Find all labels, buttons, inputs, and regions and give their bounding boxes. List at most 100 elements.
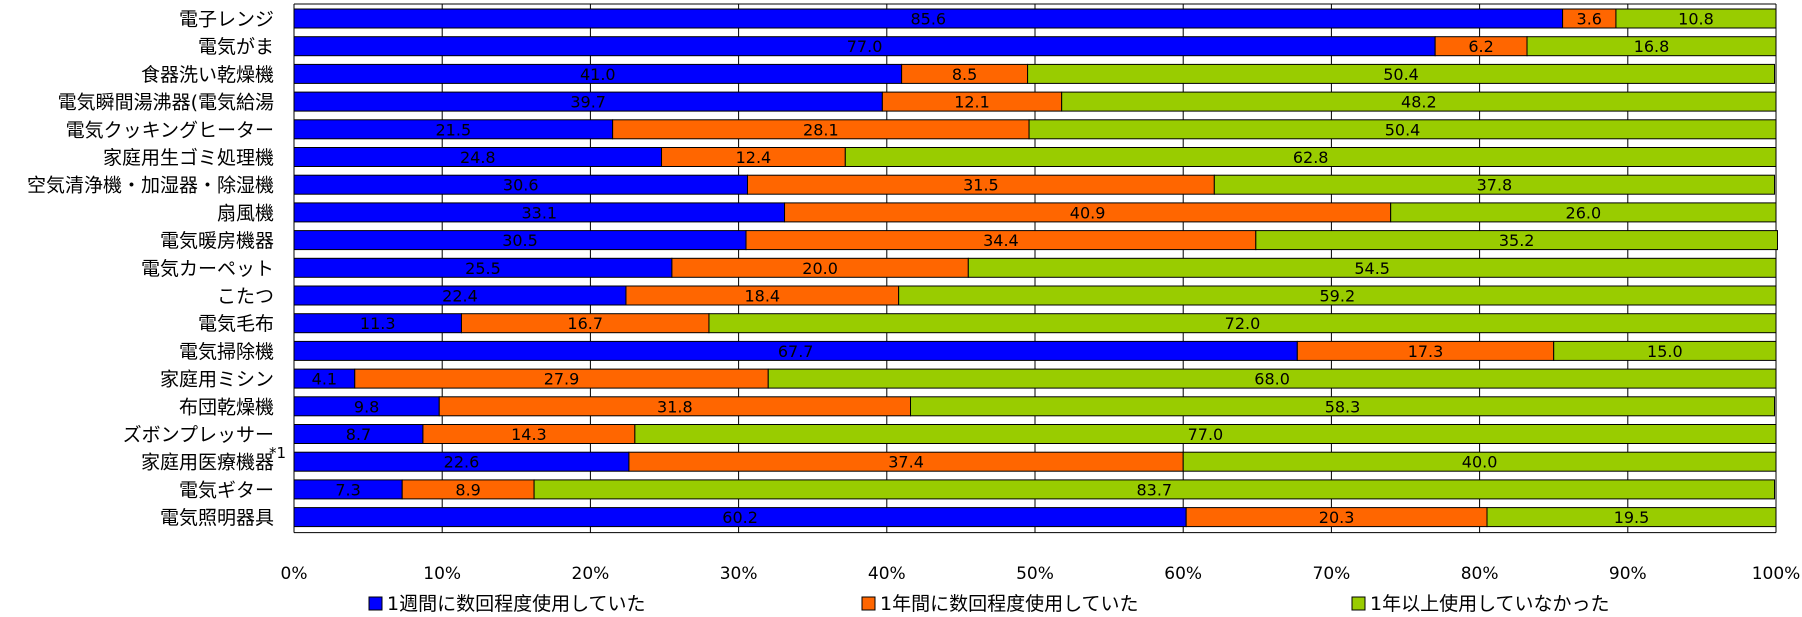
- category-label: 電子レンジ: [179, 9, 274, 31]
- data-label: 11.3: [360, 314, 396, 333]
- data-label: 21.5: [436, 120, 472, 139]
- data-label: 77.0: [847, 37, 883, 56]
- bar-segment: [1553, 340, 1777, 361]
- data-label: 8.9: [455, 480, 480, 499]
- bars: [293, 8, 1778, 528]
- data-label: 77.0: [1188, 425, 1224, 444]
- data-label: 41.0: [580, 65, 616, 84]
- footnote-marker: *1: [269, 444, 286, 462]
- category-label: 家庭用ミシン: [160, 369, 274, 391]
- data-label: 33.1: [521, 203, 557, 222]
- data-label: 17.3: [1408, 342, 1444, 361]
- data-label: 27.9: [544, 370, 580, 389]
- data-label: 34.4: [983, 231, 1019, 250]
- category-labels: 電子レンジ電気がま食器洗い乾燥機電気瞬間湯沸器(電気給湯電気クッキングヒーター家…: [27, 9, 274, 530]
- data-label: 68.0: [1254, 370, 1290, 389]
- bar-segment: [844, 147, 1777, 167]
- data-label: 50.4: [1383, 65, 1419, 84]
- bar-segment: [708, 313, 1777, 334]
- category-label: 家庭用生ゴミ処理機: [103, 147, 274, 169]
- legend-swatch: [861, 596, 876, 611]
- data-label: 8.5: [952, 65, 977, 84]
- data-label: 15.0: [1647, 342, 1683, 361]
- legend-label: 1週間に数回程度使用していた: [387, 593, 646, 615]
- data-label: 37.4: [888, 453, 924, 472]
- legend-swatch: [368, 596, 383, 611]
- bar-segment: [1182, 451, 1777, 472]
- data-label: 31.8: [657, 397, 693, 416]
- category-label: 食器洗い乾燥機: [141, 64, 274, 86]
- data-label: 25.5: [465, 259, 501, 278]
- x-tick-label: 30%: [720, 564, 758, 584]
- bar-segment: [910, 396, 1776, 417]
- legend: 1週間に数回程度使用していた 1年間に数回程度使用していた 1年以上使用していなかっ…: [368, 593, 1610, 615]
- category-label: 電気がま: [198, 36, 274, 58]
- category-label: 家庭用医療機器: [141, 452, 274, 474]
- bar-segment: [1028, 119, 1777, 140]
- data-label: 60.2: [722, 508, 758, 527]
- bar-segment: [1390, 202, 1777, 223]
- data-label: 12.1: [954, 93, 990, 112]
- data-label: 58.3: [1325, 397, 1361, 416]
- category-label: 電気クッキングヒーター: [66, 119, 274, 141]
- x-axis: 0% 10% 20% 30% 40% 50% 60% 70% 80% 90% 100%: [281, 564, 1801, 584]
- category-label: 扇風機: [217, 202, 274, 224]
- category-label: 布団乾燥機: [179, 396, 274, 418]
- data-label: 67.7: [778, 342, 814, 361]
- bar-segment: [1526, 36, 1777, 57]
- data-label: 59.2: [1320, 287, 1356, 306]
- legend-label: 1年以上使用していなかった: [1370, 593, 1610, 615]
- data-label: 3.6: [1577, 10, 1602, 29]
- legend-swatch: [1351, 596, 1366, 611]
- bar-segment: [1061, 91, 1777, 112]
- data-label: 8.7: [346, 425, 371, 444]
- x-tick-label: 100%: [1752, 564, 1801, 584]
- data-label: 50.4: [1385, 120, 1421, 139]
- data-label: 26.0: [1566, 203, 1602, 222]
- data-label: 18.4: [744, 287, 780, 306]
- data-label: 20.3: [1319, 508, 1355, 527]
- data-label: 24.8: [460, 148, 496, 167]
- data-label: 12.4: [736, 148, 772, 167]
- bar-segment: [967, 257, 1777, 278]
- x-tick-label: 50%: [1016, 564, 1054, 584]
- data-label: 72.0: [1225, 314, 1261, 333]
- category-label: 電気ギター: [179, 479, 274, 501]
- bar-segment: [1486, 507, 1777, 528]
- category-label: 電気毛布: [198, 313, 274, 335]
- data-label: 6.2: [1468, 37, 1493, 56]
- x-tick-label: 10%: [423, 564, 461, 584]
- data-label: 40.0: [1462, 453, 1498, 472]
- bar-segment: [767, 368, 1777, 389]
- bar-segment: [634, 424, 1777, 444]
- category-label: 電気瞬間湯沸器(電気給湯: [58, 92, 274, 114]
- category-label: 電気カーペット: [141, 258, 274, 280]
- bar-segment: [1255, 230, 1778, 251]
- data-label: 30.5: [502, 231, 538, 250]
- bar-segment: [898, 285, 1777, 306]
- category-label: こたつ: [217, 286, 274, 308]
- bar-segment: [1213, 174, 1776, 195]
- x-tick-label: 80%: [1461, 564, 1499, 584]
- category-label: 電気照明器具: [160, 507, 274, 529]
- data-labels: 85.6 3.6 10.8 77.0 6.2 16.8 41.0 8.5 50.4 39.7 12.…: [312, 10, 1714, 528]
- data-label: 14.3: [511, 425, 547, 444]
- category-label: 電気掃除機: [179, 341, 274, 363]
- x-tick-label: 60%: [1164, 564, 1202, 584]
- data-label: 4.1: [312, 370, 337, 389]
- bar-segment: [1027, 63, 1776, 84]
- data-label: 19.5: [1614, 508, 1650, 527]
- data-label: 39.7: [570, 93, 606, 112]
- category-label: 電気暖房機器: [160, 230, 274, 252]
- bar-segment: [533, 479, 1776, 500]
- data-label: 10.8: [1678, 10, 1714, 29]
- data-label: 31.5: [963, 176, 999, 195]
- data-label: 35.2: [1499, 231, 1535, 250]
- data-label: 83.7: [1136, 480, 1172, 499]
- data-label: 7.3: [335, 480, 360, 499]
- bar-segment: [1615, 8, 1777, 29]
- x-tick-label: 0%: [281, 564, 308, 584]
- data-label: 62.8: [1293, 148, 1329, 167]
- data-label: 85.6: [910, 10, 946, 29]
- data-label: 28.1: [803, 120, 839, 139]
